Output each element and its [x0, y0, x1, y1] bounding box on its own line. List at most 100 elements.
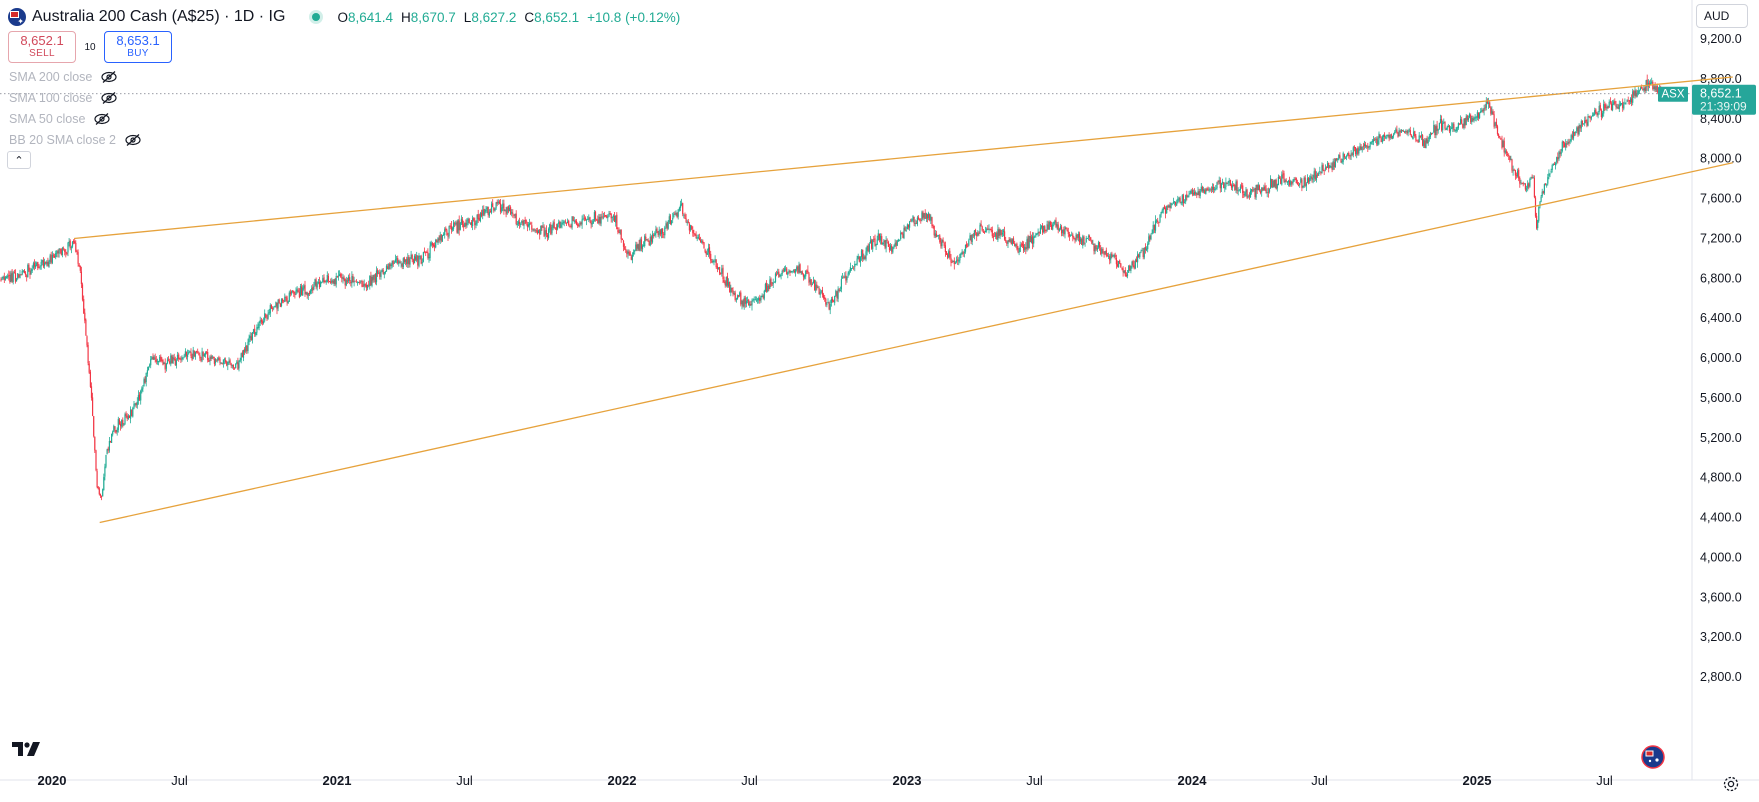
candle-body [782, 270, 784, 272]
indicator-sma-200[interactable]: SMA 200 close [9, 66, 142, 87]
candle-body [1562, 141, 1564, 144]
tradingview-logo-icon[interactable] [12, 741, 44, 757]
candle-body [877, 233, 879, 241]
candle-body [1284, 180, 1286, 183]
indicator-label: BB 20 SMA close 2 [9, 132, 117, 147]
currency-selector[interactable]: AUD [1696, 4, 1748, 28]
candle-body [42, 260, 44, 267]
candle-body [696, 237, 698, 239]
candle-body [1274, 179, 1276, 187]
candle-body [1040, 225, 1043, 228]
candle-body [295, 290, 297, 295]
y-tick-label: 2,800.0 [1700, 670, 1742, 684]
candle-body [241, 352, 243, 358]
candle-body [173, 357, 175, 360]
candle-body [1253, 189, 1255, 191]
candle-body [1124, 270, 1126, 276]
candle-body [97, 486, 99, 489]
candle-body [1246, 189, 1248, 198]
buy-button[interactable]: 8,653.1 BUY [104, 31, 172, 63]
candle-body [594, 211, 597, 220]
candle-body [790, 271, 792, 273]
eye-hidden-icon[interactable] [124, 133, 142, 147]
candle-body [656, 228, 658, 232]
candle-body [894, 243, 896, 246]
candle-body [387, 266, 389, 270]
candle-body [850, 268, 853, 269]
candle-body [403, 258, 405, 262]
candle-body [1139, 252, 1141, 258]
candle-body [271, 308, 274, 309]
candle-body [1034, 235, 1036, 237]
candle-body [897, 239, 899, 242]
candle-body [936, 235, 939, 237]
candle-body [355, 281, 357, 283]
candle-body [573, 220, 575, 222]
candle-body [373, 274, 375, 280]
candle-body [155, 359, 157, 362]
candle-body [1157, 220, 1159, 222]
candle-body [1163, 206, 1165, 210]
indicator-bb-20[interactable]: BB 20 SMA close 2 [9, 129, 142, 150]
candle-body [821, 289, 823, 295]
x-tick-label: 2020 [38, 773, 67, 788]
candle-body [1629, 98, 1632, 102]
candle-body [751, 300, 753, 306]
candle-body [608, 213, 610, 217]
candle-body [726, 276, 728, 286]
eye-hidden-icon[interactable] [100, 91, 118, 105]
candle-body [878, 233, 880, 241]
candle-body [1492, 111, 1494, 115]
lower-trendline[interactable] [99, 162, 1733, 524]
candle-body [1217, 181, 1219, 183]
candle-body [1194, 191, 1196, 195]
candle-body [890, 245, 892, 250]
candle-body [1644, 87, 1646, 91]
candle-body [1325, 167, 1328, 168]
candle-body [16, 278, 18, 282]
candle-body [554, 227, 556, 229]
candle-body [1094, 246, 1096, 252]
high-value: 8,670.7 [410, 9, 456, 25]
candle-body [931, 217, 933, 227]
candle-body [1097, 242, 1100, 248]
candle-body [1595, 109, 1597, 114]
candle-body [1131, 261, 1133, 266]
candle-body [780, 275, 782, 276]
candle-body [1396, 129, 1398, 133]
sell-button[interactable]: 8,652.1 SELL [8, 31, 76, 63]
candle-body [1378, 133, 1380, 140]
symbol-title[interactable]: Australia 200 Cash (A$25) · 1D · IG [32, 8, 286, 25]
candle-body [1324, 167, 1326, 170]
indicator-sma-100[interactable]: SMA 100 close [9, 87, 142, 108]
candle-body [1641, 86, 1643, 89]
candle-body [419, 255, 421, 257]
candle-body [615, 215, 617, 223]
candle-body [1187, 195, 1189, 198]
candle-body [413, 256, 416, 264]
collapse-legend-button[interactable]: ⌃ [7, 151, 31, 169]
candle-body [1359, 145, 1361, 150]
market-status-icon[interactable] [309, 10, 324, 24]
indicator-sma-50[interactable]: SMA 50 close [9, 108, 142, 129]
candle-body [858, 256, 860, 262]
candle-body [1297, 185, 1300, 186]
candle-body [888, 247, 891, 251]
candle-body [495, 202, 497, 209]
candle-body [191, 356, 193, 360]
candle-body [967, 245, 969, 247]
upper-trendline[interactable] [73, 76, 1733, 240]
settings-gear-icon[interactable] [1722, 775, 1740, 793]
region-flag-icon[interactable] [1641, 745, 1665, 769]
candle-body [829, 303, 831, 310]
eye-hidden-icon[interactable] [93, 112, 111, 126]
candle-body [1416, 140, 1418, 142]
candle-body [1181, 195, 1183, 204]
candle-body [1460, 119, 1462, 124]
eye-hidden-icon[interactable] [100, 70, 118, 84]
candle-body [389, 263, 391, 267]
candle-body [322, 278, 324, 283]
candle-body [28, 264, 30, 271]
candle-body [597, 219, 599, 224]
